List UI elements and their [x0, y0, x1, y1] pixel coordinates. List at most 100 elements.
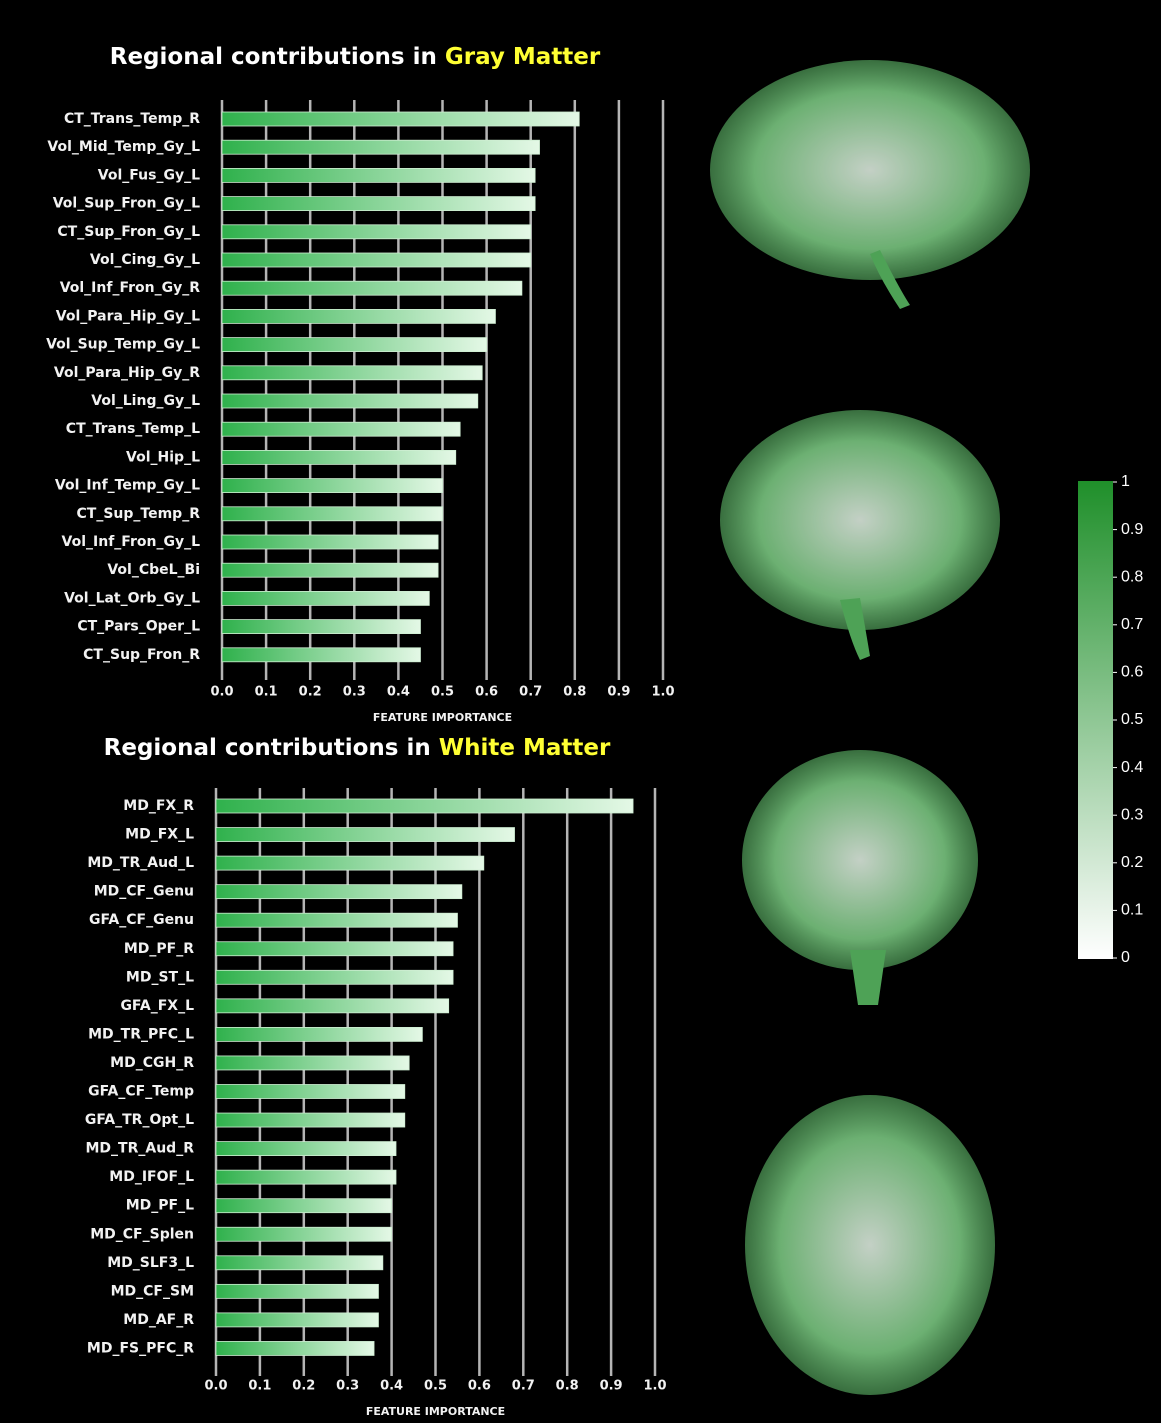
bar: [215, 1226, 393, 1242]
y-tick-label: MD_CF_Splen: [90, 1226, 194, 1242]
colorbar-tick-label: 0.5: [1121, 711, 1143, 728]
y-tick-label: Vol_Inf_Fron_Gy_L: [62, 534, 201, 550]
y-tick-label: MD_TR_Aud_R: [86, 1141, 195, 1157]
bar: [215, 855, 485, 871]
bar: [215, 1084, 406, 1099]
brain-coronal: [742, 750, 978, 970]
brain-medial: [720, 410, 1000, 630]
brain-axial: [745, 1095, 995, 1395]
y-tick-label: MD_FX_R: [123, 798, 194, 814]
colorbar-tick-label: 0.2: [1121, 854, 1143, 871]
bar: [221, 139, 540, 155]
brainstem: [850, 950, 886, 1005]
bar: [221, 252, 532, 268]
y-tick-label: Vol_Fus_Gy_L: [98, 167, 200, 183]
colorbar: [1078, 481, 1113, 959]
chart-title: Regional contributions in White Matter: [104, 735, 611, 761]
bar: [215, 1255, 384, 1271]
colorbar-tick-label: 0.4: [1121, 759, 1143, 776]
x-tick-label: 1.0: [651, 685, 674, 700]
bar: [221, 591, 430, 606]
x-tick-label: 0.6: [468, 1379, 491, 1394]
bar: [215, 998, 450, 1014]
y-tick-label: MD_TR_PFC_L: [88, 1026, 194, 1042]
y-tick-label: GFA_CF_Temp: [88, 1084, 194, 1100]
y-tick-label: Vol_Lat_Orb_Gy_L: [64, 590, 200, 606]
bar: [215, 1027, 423, 1042]
x-tick-label: 0.9: [607, 685, 630, 700]
x-tick-label: 0.3: [336, 1379, 359, 1394]
x-tick-label: 0.1: [248, 1379, 271, 1394]
y-tick-label: Vol_Mid_Temp_Gy_L: [47, 139, 200, 155]
x-tick-label: 0.8: [563, 685, 586, 700]
x-axis-label: FEATURE IMPORTANCE: [366, 1405, 505, 1418]
x-tick-label: 0.5: [431, 685, 454, 700]
y-tick-label: MD_ST_L: [126, 969, 194, 985]
bar: [221, 619, 421, 634]
y-tick-label: MD_CGH_R: [110, 1055, 194, 1071]
bar: [221, 562, 439, 578]
y-tick-label: CT_Trans_Temp_L: [66, 421, 200, 437]
bar: [221, 196, 536, 212]
bar: [215, 827, 515, 842]
bar: [215, 1198, 393, 1214]
bar: [215, 1312, 379, 1328]
x-tick-label: 0.7: [512, 1379, 535, 1394]
y-tick-label: MD_FX_L: [125, 827, 194, 843]
brain-lateral: [710, 60, 1030, 280]
brainstem: [870, 250, 910, 309]
y-tick-label: Vol_Inf_Temp_Gy_L: [55, 478, 200, 494]
title-highlight: Gray Matter: [445, 44, 601, 70]
bar: [215, 941, 454, 957]
bar: [221, 365, 483, 381]
x-tick-label: 0.3: [343, 685, 366, 700]
bar: [221, 337, 488, 353]
y-tick-label: MD_AF_R: [123, 1312, 194, 1328]
y-tick-label: Vol_Hip_L: [126, 449, 200, 465]
y-tick-label: CT_Pars_Oper_L: [77, 619, 200, 635]
x-tick-label: 0.2: [299, 685, 322, 700]
x-tick-label: 0.7: [519, 685, 542, 700]
bar: [215, 1283, 379, 1299]
x-axis-label: FEATURE IMPORTANCE: [373, 711, 512, 724]
colorbar-tick-label: 0.6: [1121, 664, 1143, 681]
bar: [215, 1112, 406, 1128]
x-tick-label: 0.5: [424, 1379, 447, 1394]
x-tick-label: 0.0: [204, 1379, 227, 1394]
x-tick-label: 0.0: [210, 685, 233, 700]
bar: [215, 1169, 397, 1185]
y-tick-label: CT_Trans_Temp_R: [64, 111, 200, 127]
bar: [215, 1141, 397, 1156]
x-tick-label: 0.6: [475, 685, 498, 700]
y-tick-label: MD_CF_Genu: [94, 884, 194, 900]
bar: [221, 280, 523, 296]
y-tick-label: Vol_Para_Hip_Gy_L: [56, 308, 200, 324]
x-tick-label: 0.4: [380, 1379, 403, 1394]
y-tick-label: GFA_TR_Opt_L: [85, 1112, 194, 1128]
y-tick-label: Vol_Para_Hip_Gy_R: [54, 365, 200, 381]
bar: [215, 798, 634, 814]
bar: [221, 111, 580, 127]
colorbar-tick-label: 0.7: [1121, 616, 1143, 633]
bar: [215, 1341, 375, 1356]
title-text: Regional contributions in: [104, 735, 431, 761]
y-tick-label: Vol_CbeL_Bi: [107, 562, 200, 578]
y-tick-label: Vol_Inf_Fron_Gy_R: [60, 280, 201, 296]
y-tick-label: MD_FS_PFC_R: [87, 1340, 194, 1356]
bar: [221, 308, 496, 324]
bar: [221, 393, 479, 409]
y-tick-label: MD_PF_R: [124, 941, 194, 957]
bar: [221, 421, 461, 437]
title-text: Regional contributions in: [110, 44, 437, 70]
y-tick-label: CT_Sup_Fron_Gy_L: [57, 224, 200, 240]
colorbar-tick-label: 0: [1121, 949, 1130, 966]
y-tick-label: MD_IFOF_L: [109, 1169, 194, 1185]
colorbar-tick-label: 1: [1121, 473, 1130, 490]
y-tick-label: CT_Sup_Fron_R: [83, 647, 200, 663]
y-tick-label: Vol_Sup_Temp_Gy_L: [46, 337, 200, 353]
y-tick-label: MD_PF_L: [126, 1198, 194, 1214]
bar: [221, 534, 439, 550]
colorbar-tick-label: 0.9: [1121, 521, 1143, 538]
brain-images: [710, 60, 1030, 1395]
